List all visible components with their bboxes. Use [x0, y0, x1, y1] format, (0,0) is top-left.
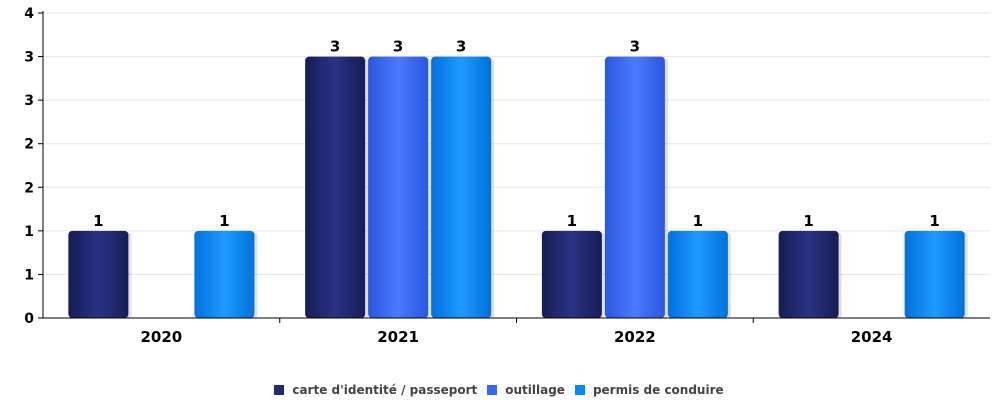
y-tick-label: 3	[24, 93, 34, 109]
x-tick-label: 2022	[614, 328, 656, 346]
data-label: 1	[219, 212, 229, 230]
y-tick-label: 1	[24, 267, 34, 283]
y-tick-label: 1	[24, 224, 34, 240]
legend-label: permis de conduire	[592, 383, 724, 397]
bar	[778, 230, 839, 318]
legend-item[interactable]: permis de conduire	[574, 383, 724, 397]
y-tick-label: 3	[24, 50, 34, 66]
bar	[305, 56, 366, 318]
y-tick-label: 2	[24, 180, 34, 196]
bars	[68, 56, 968, 318]
x-tick-label: 2024	[851, 328, 893, 346]
data-label: 1	[93, 212, 103, 230]
legend-label: outillage	[505, 383, 565, 397]
bar	[667, 230, 728, 318]
bar-chart: 0 1 1 2 2 3 3 4 2020 1 1 2021 3 3 3 2022 1 3 1 2024 1 1	[24, 6, 990, 346]
legend-item[interactable]: carte d'identité / passeport	[274, 383, 477, 397]
legend-item[interactable]: outillage	[487, 383, 565, 397]
data-label: 3	[330, 38, 340, 56]
grid-lines	[43, 12, 990, 275]
labels: 0 1 1 2 2 3 3 4 2020 1 1 2021 3 3 3 2022 1 3 1 2024 1 1	[24, 6, 940, 346]
y-tick-label: 2	[24, 137, 34, 153]
legend-swatch	[487, 385, 498, 395]
bar	[68, 230, 129, 318]
legend-swatch	[274, 385, 285, 395]
bar	[194, 230, 255, 318]
bar	[904, 230, 965, 318]
data-label: 3	[456, 38, 466, 56]
bar	[541, 230, 602, 318]
data-label: 3	[630, 38, 640, 56]
legend-swatch	[574, 385, 585, 395]
data-label: 1	[567, 212, 577, 230]
data-label: 1	[693, 212, 703, 230]
y-tick-label: 4	[24, 6, 34, 22]
axes	[38, 11, 990, 323]
legend: carte d'identité / passeport outillage per…	[0, 380, 998, 400]
bar	[368, 56, 429, 318]
x-tick-label: 2021	[377, 328, 419, 346]
data-label: 1	[929, 212, 939, 230]
legend-label: carte d'identité / passeport	[292, 383, 478, 397]
data-label: 1	[803, 212, 813, 230]
bar	[604, 56, 665, 318]
x-tick-label: 2020	[141, 328, 183, 346]
data-label: 3	[393, 38, 403, 56]
y-tick-label: 0	[24, 311, 34, 327]
bar	[431, 56, 492, 318]
